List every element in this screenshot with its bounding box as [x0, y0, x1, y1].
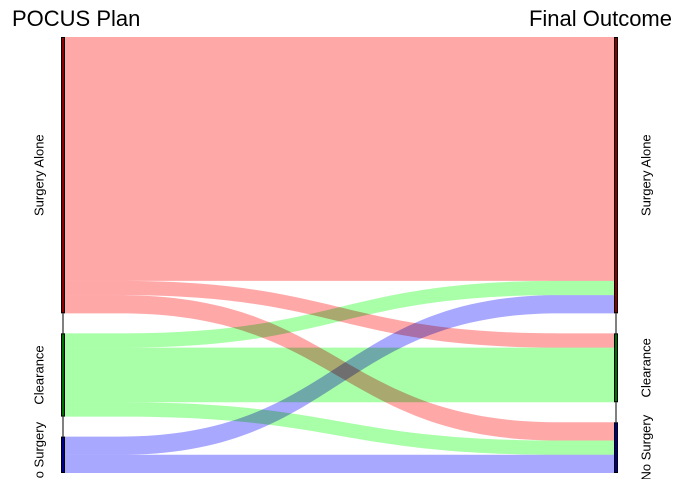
right-node-label-clearance: Clearance: [638, 338, 653, 397]
right-column-title: Final Outcome: [529, 6, 672, 31]
right-node-fill-no-surgery: [615, 423, 617, 472]
left-node-fill-surgery-alone: [62, 38, 64, 312]
left-column-title: POCUS Plan: [12, 6, 140, 31]
right-node-label-surgery-alone: Surgery Alone: [638, 134, 653, 216]
right-node-fill-surgery-alone: [615, 38, 617, 312]
left-node-fill-clearance: [62, 334, 64, 415]
right-node-label-no-surgery: No Surgery: [638, 414, 653, 479]
left-node-label-no-surgery: No Surgery: [31, 421, 46, 479]
right-node-fill-clearance: [615, 334, 617, 401]
left-node-fill-no-surgery: [62, 438, 64, 472]
left-node-label-surgery-alone: Surgery Alone: [31, 134, 46, 216]
flow-surgery-alone-to-surgery-alone: [65, 37, 614, 281]
flow-no-surgery-to-no-surgery: [65, 455, 614, 473]
flows-group: [65, 37, 614, 473]
left-node-label-clearance: Clearance: [31, 345, 46, 404]
